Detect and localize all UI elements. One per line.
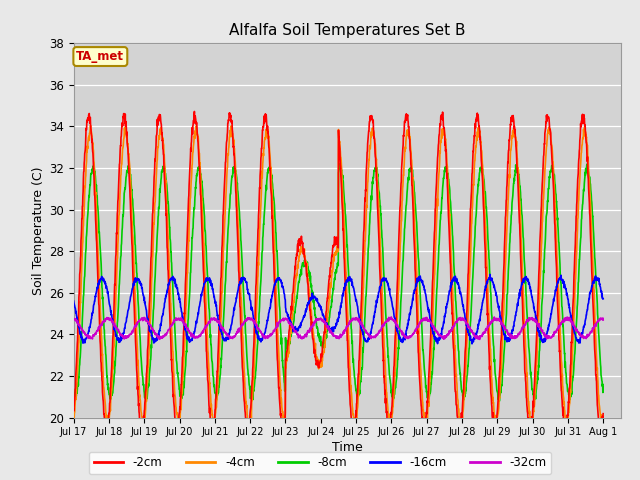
Y-axis label: Soil Temperature (C): Soil Temperature (C): [32, 166, 45, 295]
X-axis label: Time: Time: [332, 442, 363, 455]
Title: Alfalfa Soil Temperatures Set B: Alfalfa Soil Temperatures Set B: [229, 23, 465, 38]
Legend: -2cm, -4cm, -8cm, -16cm, -32cm: -2cm, -4cm, -8cm, -16cm, -32cm: [89, 452, 551, 474]
Text: TA_met: TA_met: [76, 50, 124, 63]
